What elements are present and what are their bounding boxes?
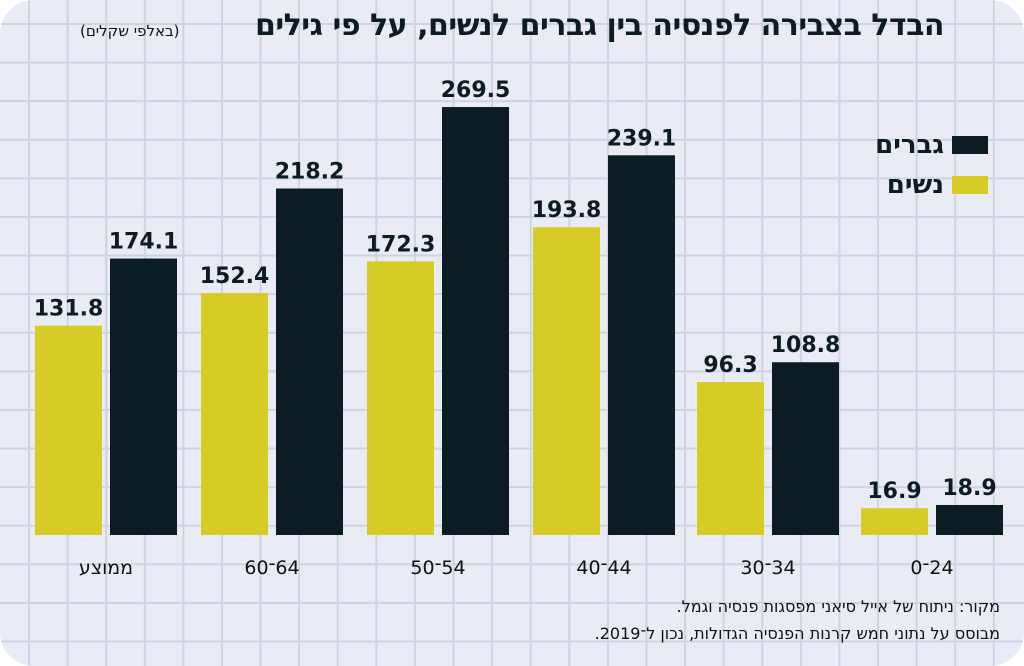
legend-label-men: גברים <box>875 130 944 160</box>
bar-women-4 <box>697 382 764 535</box>
x-tick-label-1: 64־60 <box>244 557 299 579</box>
data-label-women-0: 131.8 <box>34 297 104 322</box>
bar-men-1 <box>276 188 343 535</box>
data-label-women-2: 172.3 <box>366 232 436 257</box>
data-label-women-3: 193.8 <box>532 198 602 223</box>
bar-men-5 <box>936 504 1003 535</box>
legend-swatch-women <box>952 176 988 194</box>
bar-women-2 <box>367 261 434 535</box>
data-label-men-0: 174.1 <box>109 230 179 255</box>
source-line-2: מבוסס על נתוני חמש קרנות הפנסיה הגדולות,… <box>594 624 1000 643</box>
legend-item-women: נשים <box>887 170 988 200</box>
bar-men-4 <box>772 362 839 535</box>
chart-title: הבדל בצבירה לפנסיה בין גברים לנשים, על פ… <box>254 8 945 43</box>
data-label-women-4: 96.3 <box>703 353 757 378</box>
source-line-1: מקור: ניתוח של אייל סיאני מפסגות פנסיה ו… <box>676 597 1000 616</box>
data-label-men-2: 269.5 <box>441 78 511 103</box>
bar-women-1 <box>201 292 268 535</box>
legend-item-men: גברים <box>875 130 988 160</box>
data-label-men-5: 18.9 <box>942 476 996 501</box>
bar-men-2 <box>442 107 509 535</box>
x-tick-label-5: 24־0 <box>910 557 953 579</box>
legend-label-women: נשים <box>886 170 944 200</box>
data-label-men-3: 239.1 <box>607 126 677 151</box>
legend-swatch-men <box>952 136 988 154</box>
x-tick-label-0: ממוצע <box>79 557 133 579</box>
bar-men-0 <box>110 258 177 535</box>
bar-men-3 <box>608 155 675 535</box>
x-tick-label-4: 34־30 <box>740 557 795 579</box>
data-label-women-1: 152.4 <box>200 264 270 289</box>
bar-women-5 <box>861 508 928 535</box>
data-label-men-1: 218.2 <box>275 159 345 184</box>
bar-women-3 <box>533 227 600 535</box>
x-tick-label-2: 54־50 <box>410 557 465 579</box>
data-label-men-4: 108.8 <box>771 333 841 358</box>
bar-women-0 <box>35 325 102 535</box>
x-tick-label-3: 44־40 <box>576 557 631 579</box>
chart-subtitle: (באלפי שקלים) <box>80 22 180 40</box>
data-label-women-5: 16.9 <box>867 479 921 504</box>
